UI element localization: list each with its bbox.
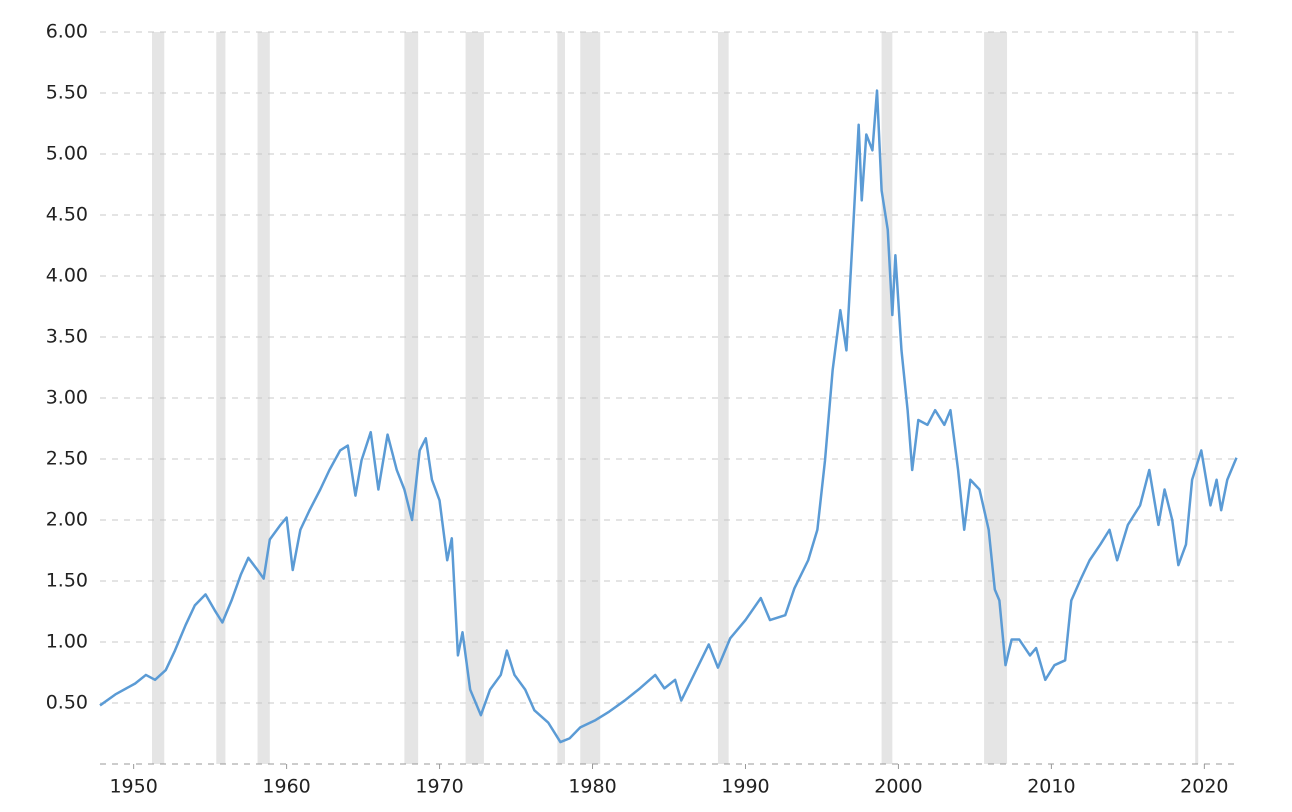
y-tick-label: 3.00 [46,387,88,409]
x-tick-label: 1960 [262,776,310,798]
data-line [99,89,1238,744]
y-tick-label: 5.50 [46,82,88,104]
shaded-period [881,32,893,764]
x-tick-label: 2010 [1027,776,1075,798]
y-tick-label: 4.50 [46,204,88,226]
x-tick-label: 1980 [568,776,616,798]
x-tick-label: 2020 [1180,776,1228,798]
y-tick-label: 1.50 [46,570,88,592]
y-tick-label: 2.00 [46,509,88,531]
y-tick-label: 4.00 [46,265,88,287]
y-tick-label: 2.50 [46,448,88,470]
x-tick-label: 2000 [874,776,922,798]
shaded-period [717,32,729,764]
y-tick-label: 3.50 [46,326,88,348]
y-tick-label: 6.00 [46,21,88,43]
y-tick-label: 5.00 [46,143,88,165]
y-tick-label: 0.50 [46,692,88,714]
y-tick-label: 1.00 [46,631,88,653]
x-tick-label: 1970 [415,776,463,798]
x-tick-label: 1950 [109,776,157,798]
x-tick-label: 1990 [721,776,769,798]
